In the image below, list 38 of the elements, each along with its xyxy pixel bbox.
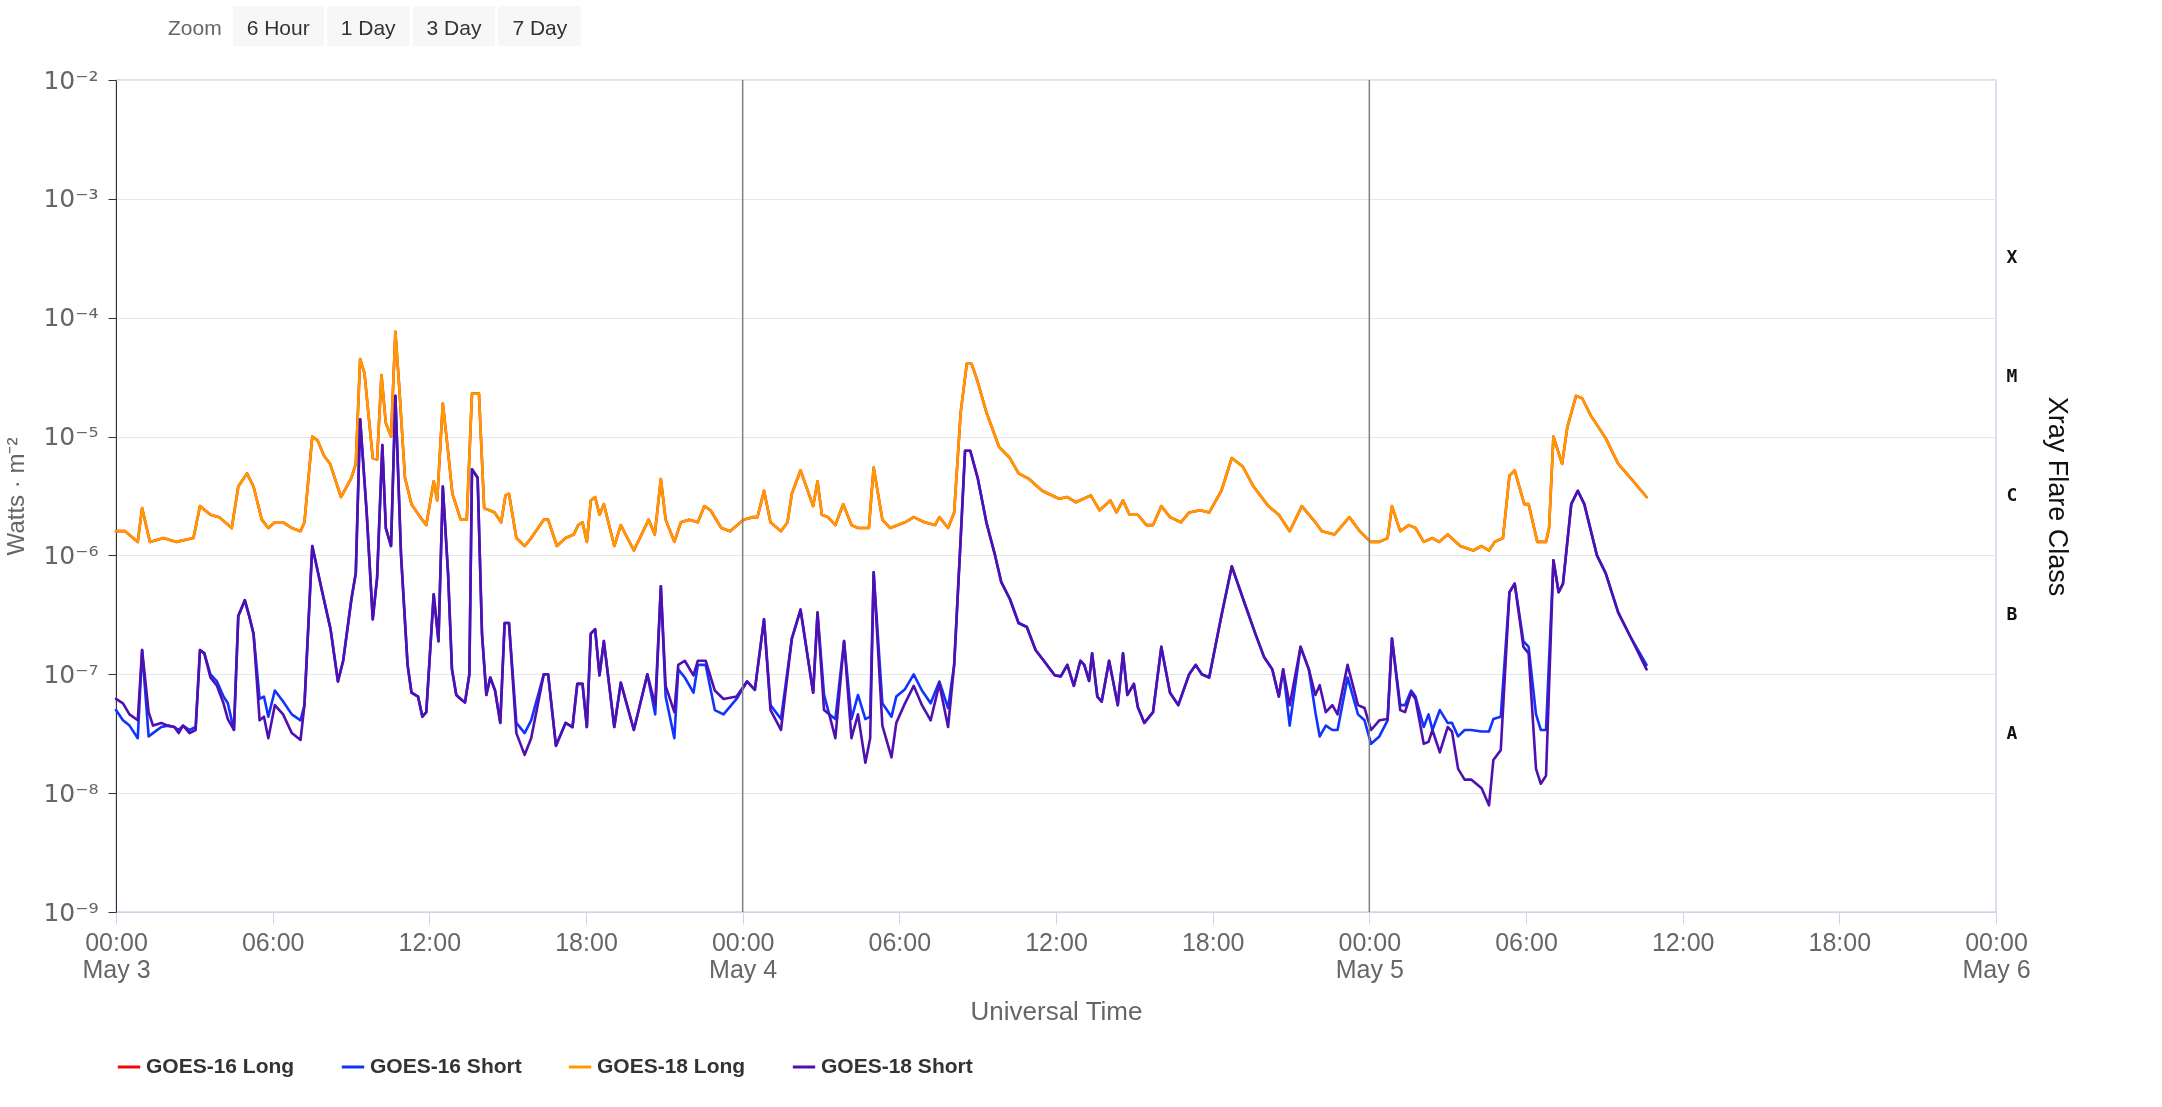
x-tick-label: 12:00 — [1025, 927, 1088, 956]
text: 1 Day — [326, 6, 410, 50]
x-tick-label: 06:00 — [241, 927, 305, 956]
x-tick-label: 18:00 — [1808, 927, 1872, 956]
y-tick-label: 10⁻⁷ — [43, 659, 99, 689]
text: 6 Hour — [232, 6, 324, 50]
x-tick-label: 06:00 — [868, 927, 932, 956]
y-tick-label: 10⁻⁸ — [43, 778, 99, 808]
text: 3 Day — [412, 6, 496, 50]
y-tick-label: 10⁻² — [43, 65, 99, 95]
x-tick-label: 00:00 May 5 — [1335, 927, 1404, 983]
x-axis-title: Universal Time — [970, 995, 1143, 1026]
y-tick-label: 10⁻⁵ — [43, 422, 99, 452]
x-tick-label: 12:00 — [398, 927, 462, 956]
x-tick-label: 00:00 May 4 — [709, 927, 778, 983]
legend-label: GOES-16 Short — [370, 1054, 522, 1077]
text: 7 Day — [498, 6, 582, 50]
y-tick-label: 10⁻³ — [43, 184, 99, 214]
x-tick-label: 00:00 May 3 — [82, 927, 151, 983]
legend-label: GOES-18 Long — [597, 1054, 746, 1077]
x-tick-label: 12:00 — [1651, 927, 1715, 956]
legend-label: GOES-18 Short — [821, 1054, 973, 1077]
text: C — [2006, 484, 2018, 505]
text: B — [2006, 602, 2018, 624]
text: X — [2006, 246, 2018, 268]
y-tick-label: 10⁻⁴ — [43, 303, 99, 333]
x-tick-label: 00:00 May 6 — [1962, 927, 2031, 983]
legend-label: GOES-16 Long — [146, 1054, 295, 1077]
x-tick-label: 18:00 — [555, 927, 618, 956]
text: M — [2006, 365, 2018, 387]
text: Zoom — [168, 16, 222, 40]
y-axis-title: Watts · m⁻² — [2, 437, 30, 556]
y-tick-label: 10⁻⁶ — [43, 540, 99, 570]
text: A — [2006, 721, 2018, 743]
x-tick-label: 18:00 — [1181, 927, 1245, 956]
x-tick-label: 06:00 — [1495, 927, 1558, 956]
y-tick-label: 10⁻⁹ — [43, 897, 99, 927]
y2-axis-title: Xray Flare Class — [2042, 396, 2073, 597]
